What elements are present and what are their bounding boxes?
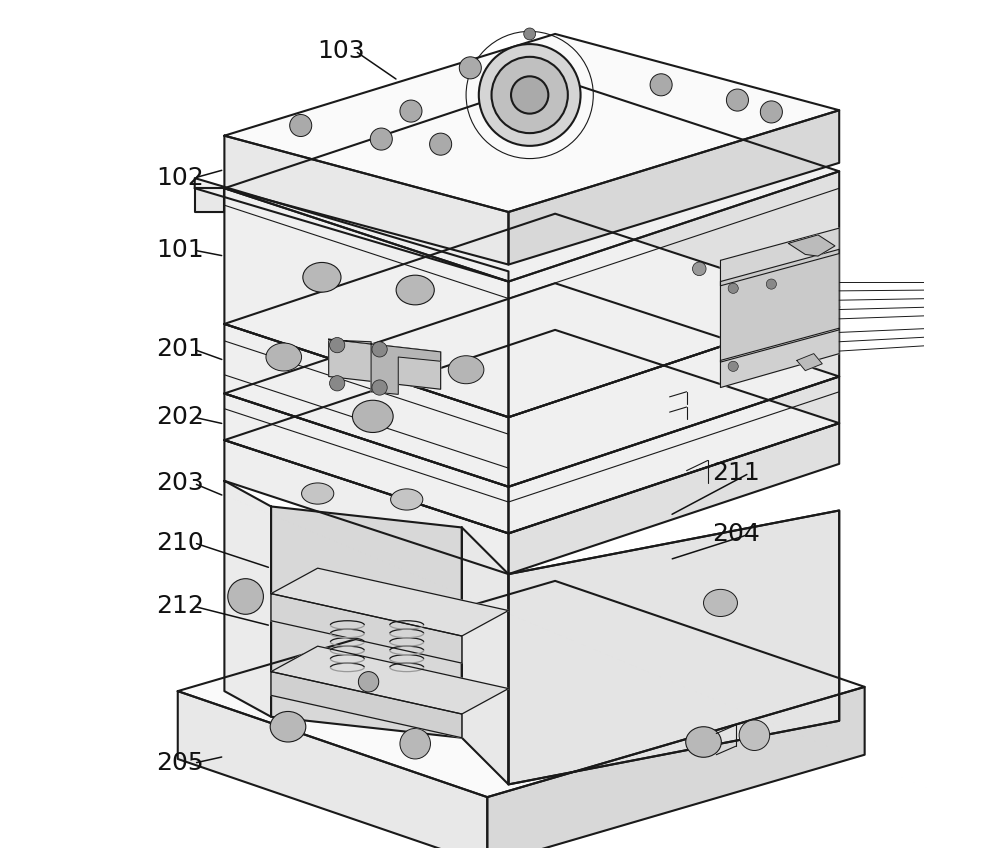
Polygon shape	[329, 339, 441, 389]
Polygon shape	[224, 324, 508, 487]
Polygon shape	[788, 235, 835, 256]
Polygon shape	[178, 581, 865, 797]
Polygon shape	[224, 393, 508, 533]
Ellipse shape	[228, 578, 263, 614]
Polygon shape	[508, 423, 839, 574]
Polygon shape	[224, 78, 839, 282]
Text: 203: 203	[157, 471, 204, 495]
Polygon shape	[271, 568, 508, 636]
Circle shape	[330, 338, 345, 353]
Text: 103: 103	[318, 39, 365, 63]
Circle shape	[400, 100, 422, 122]
Polygon shape	[508, 510, 839, 784]
Text: 204: 204	[712, 522, 760, 546]
Circle shape	[430, 133, 452, 155]
Polygon shape	[195, 178, 508, 282]
Polygon shape	[178, 691, 487, 848]
Ellipse shape	[396, 275, 434, 305]
Circle shape	[372, 380, 387, 395]
Circle shape	[358, 672, 379, 692]
Polygon shape	[508, 110, 839, 265]
Polygon shape	[224, 136, 508, 265]
Text: 210: 210	[157, 531, 204, 555]
Polygon shape	[224, 440, 508, 574]
Polygon shape	[224, 330, 839, 533]
Polygon shape	[508, 307, 839, 487]
Ellipse shape	[391, 488, 423, 510]
Circle shape	[760, 101, 782, 123]
Polygon shape	[487, 687, 865, 848]
Text: 101: 101	[157, 238, 204, 262]
Circle shape	[372, 342, 387, 357]
Circle shape	[650, 74, 672, 96]
Ellipse shape	[686, 727, 721, 757]
Polygon shape	[195, 188, 224, 212]
Circle shape	[692, 262, 706, 276]
Circle shape	[492, 57, 568, 133]
Circle shape	[330, 376, 345, 391]
Polygon shape	[720, 328, 839, 388]
Circle shape	[370, 128, 392, 150]
Polygon shape	[720, 249, 839, 362]
Polygon shape	[224, 34, 839, 212]
Circle shape	[728, 283, 738, 293]
Ellipse shape	[302, 483, 334, 504]
Polygon shape	[797, 354, 822, 371]
Ellipse shape	[303, 262, 341, 292]
Polygon shape	[224, 214, 839, 417]
Text: 212: 212	[157, 594, 204, 618]
Ellipse shape	[352, 400, 393, 432]
Ellipse shape	[266, 343, 302, 371]
Text: 202: 202	[157, 405, 204, 429]
Text: 211: 211	[712, 461, 760, 485]
Circle shape	[766, 279, 776, 289]
Circle shape	[726, 89, 748, 111]
Polygon shape	[508, 377, 839, 533]
Circle shape	[400, 728, 430, 759]
Circle shape	[739, 720, 770, 750]
Ellipse shape	[270, 711, 306, 742]
Circle shape	[479, 44, 581, 146]
Circle shape	[290, 114, 312, 137]
Polygon shape	[508, 171, 839, 417]
Polygon shape	[271, 672, 462, 738]
Ellipse shape	[704, 589, 737, 616]
Circle shape	[524, 28, 536, 40]
Polygon shape	[720, 228, 839, 286]
Circle shape	[511, 76, 548, 114]
Ellipse shape	[448, 356, 484, 383]
Polygon shape	[271, 506, 462, 738]
Text: 205: 205	[157, 751, 204, 775]
Circle shape	[459, 57, 481, 79]
Circle shape	[728, 361, 738, 371]
Polygon shape	[271, 594, 462, 663]
Polygon shape	[329, 339, 441, 394]
Polygon shape	[462, 527, 508, 784]
Text: 201: 201	[157, 338, 204, 361]
Polygon shape	[508, 510, 839, 784]
Polygon shape	[224, 481, 271, 717]
Polygon shape	[271, 646, 508, 714]
Polygon shape	[224, 188, 508, 417]
Polygon shape	[224, 283, 839, 487]
Text: 102: 102	[157, 166, 204, 190]
